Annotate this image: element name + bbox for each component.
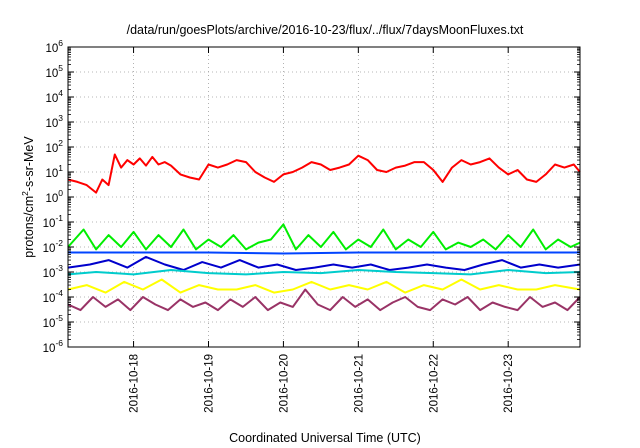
x-axis: 2016-10-18 2016-10-19 2016-10-20 2016-10-21… <box>129 47 515 413</box>
y-tick-base: 10 <box>45 143 58 155</box>
y-axis-label-post: -s-sr-MeV <box>22 136 36 192</box>
y-tick-exponent: 2 <box>58 138 63 148</box>
y-tick-exponent: -3 <box>55 263 63 273</box>
x-tick-label: 2016-10-22 <box>428 354 440 413</box>
y-tick-label: 106 <box>45 38 63 55</box>
series-line-4 <box>67 255 581 271</box>
y-tick-label: 10-1 <box>43 213 64 230</box>
x-tick-label: 2016-10-18 <box>129 354 141 413</box>
series-layer <box>67 153 581 312</box>
y-tick-label: 105 <box>45 63 63 80</box>
y-tick-label: 101 <box>45 163 63 180</box>
x-tick-label: 2016-10-21 <box>353 354 365 413</box>
y-axis-label-pre: protons/cm <box>22 196 36 258</box>
series-line-6 <box>67 278 581 294</box>
y-tick-base: 10 <box>45 43 58 55</box>
y-tick-base: 10 <box>45 193 58 205</box>
y-tick-exponent: -2 <box>55 238 63 248</box>
x-axis-label: Coordinated Universal Time (UTC) <box>229 431 421 445</box>
y-tick-label: 100 <box>45 188 63 205</box>
y-tick-exponent: -1 <box>55 213 63 223</box>
series-line-7 <box>67 288 581 312</box>
y-tick-label: 10-3 <box>43 263 64 280</box>
y-tick-label: 10-2 <box>43 238 64 255</box>
y-tick-base: 10 <box>45 93 58 105</box>
y-tick-exponent: -4 <box>55 288 63 298</box>
x-tick-label: 2016-10-19 <box>203 354 215 413</box>
y-axis-label-sup: 2 <box>20 191 30 196</box>
x-tick-label: 2016-10-20 <box>278 354 290 413</box>
y-tick-exponent: 6 <box>58 38 63 48</box>
y-tick-base: 10 <box>43 318 56 330</box>
y-tick-exponent: 3 <box>58 113 63 123</box>
y-tick-label: 10-4 <box>43 288 64 305</box>
y-tick-base: 10 <box>43 243 56 255</box>
y-tick-label: 104 <box>45 88 63 105</box>
y-tick-exponent: 0 <box>58 188 63 198</box>
y-tick-exponent: -6 <box>55 338 63 348</box>
y-tick-label: 10-6 <box>43 338 64 355</box>
y-tick-label: 103 <box>45 113 63 130</box>
y-tick-exponent: 1 <box>58 163 63 173</box>
y-tick-base: 10 <box>45 168 58 180</box>
y-axis-label: protons/cm2-s-sr-MeV <box>20 136 36 258</box>
y-tick-base: 10 <box>43 343 56 355</box>
series-line-1 <box>67 153 581 194</box>
series-line-2 <box>67 223 581 251</box>
y-tick-exponent: 5 <box>58 63 63 73</box>
x-tick-label: 2016-10-23 <box>503 354 515 413</box>
series-line-5 <box>67 269 581 276</box>
y-tick-base: 10 <box>43 293 56 305</box>
y-axis: 10-610-510-410-310-210-11001011021031041… <box>43 38 580 355</box>
y-tick-exponent: -5 <box>55 313 63 323</box>
chart-title: /data/run/goesPlots/archive/2016-10-23/f… <box>127 23 524 37</box>
y-tick-label: 10-5 <box>43 313 64 330</box>
y-tick-base: 10 <box>45 118 58 130</box>
y-tick-base: 10 <box>43 268 56 280</box>
y-tick-base: 10 <box>43 218 56 230</box>
y-tick-label: 102 <box>45 138 63 155</box>
y-tick-base: 10 <box>45 68 58 80</box>
grid-lines <box>68 47 580 347</box>
y-tick-exponent: 4 <box>58 88 63 98</box>
series-line-3 <box>68 251 580 255</box>
